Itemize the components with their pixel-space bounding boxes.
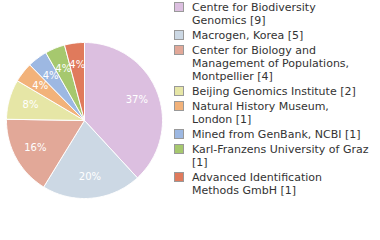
html-text:Centre for Biodiversity Genomi: Centre for Biodiversity Genomics [9]	[192, 1, 316, 27]
svg-text:4%: 4%	[32, 80, 48, 91]
html-text:Karl-Franzens University of Gr: Karl-Franzens University of Graz [1]	[192, 143, 369, 169]
svg-text:16%: 16%	[24, 142, 46, 153]
svg-text:37%: 37%	[126, 94, 148, 105]
html-text:Mined from GenBank, NCBI [1]: Mined from GenBank, NCBI [1]	[192, 128, 361, 141]
svg-text:8%: 8%	[23, 99, 39, 110]
svg-text:4%: 4%	[69, 59, 85, 70]
svg-text:20%: 20%	[79, 171, 101, 182]
html-text:Center for Biology and Managem: Center for Biology and Management of Pop…	[192, 44, 350, 83]
svg-text:4%: 4%	[42, 69, 59, 81]
html-text:Advanced Identification Method: Advanced Identification Methods GmbH [1]	[192, 171, 322, 197]
html-text:Beijing Genomics Institute [2]: Beijing Genomics Institute [2]	[192, 85, 356, 98]
html-text:Macrogen, Korea [5]: Macrogen, Korea [5]	[192, 29, 304, 42]
html-text:Natural History Museum, London: Natural History Museum, London [1]	[192, 100, 329, 126]
svg-text:4%: 4%	[55, 62, 72, 74]
